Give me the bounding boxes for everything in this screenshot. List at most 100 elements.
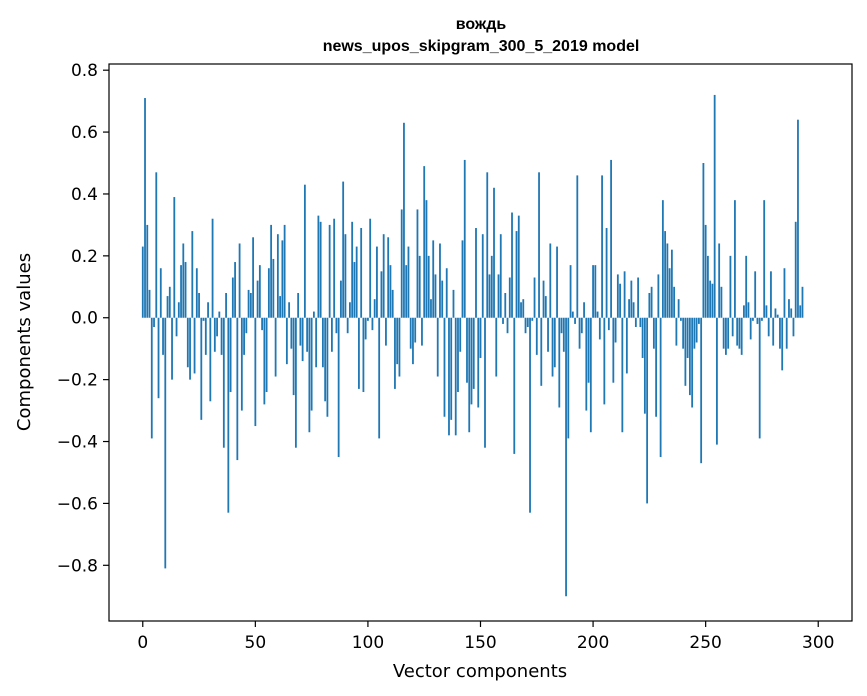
bar-122	[416, 209, 419, 318]
bar-234	[668, 268, 671, 318]
bar-198	[587, 317, 590, 383]
bars-group	[141, 94, 804, 597]
bar-86	[335, 317, 338, 334]
bar-132	[439, 243, 441, 318]
bar-281	[774, 308, 777, 318]
bar-223	[643, 317, 646, 414]
x-tick-label: 0	[137, 633, 148, 653]
bar-96	[358, 317, 360, 389]
bar-72	[303, 184, 306, 318]
bar-291	[797, 119, 799, 318]
bar-37	[225, 292, 227, 318]
bar-199	[589, 317, 592, 433]
bar-82	[326, 317, 329, 417]
bar-230	[659, 317, 662, 457]
bar-80	[321, 317, 324, 368]
bar-42	[236, 317, 239, 461]
bar-284	[781, 317, 784, 371]
bar-274	[758, 317, 761, 439]
bar-244	[691, 317, 694, 408]
bar-168	[520, 302, 522, 318]
bar-268	[745, 255, 748, 318]
bar-217	[630, 280, 633, 318]
bar-161	[504, 292, 507, 318]
bar-285	[783, 268, 786, 318]
bar-260	[727, 317, 730, 349]
bar-127	[427, 255, 430, 318]
y-tick-label: −0.6	[57, 494, 98, 514]
bar-169	[522, 299, 525, 318]
bar-155	[490, 255, 493, 318]
x-tick-label: 250	[689, 633, 721, 653]
y-tick-label: −0.8	[57, 556, 98, 576]
bar-215	[625, 317, 628, 374]
bar-165	[513, 317, 516, 454]
y-tick-label: 0.4	[71, 185, 98, 205]
bar-290	[794, 221, 797, 318]
bar-180	[547, 317, 549, 352]
bar-251	[707, 255, 709, 318]
bar-279	[770, 271, 772, 318]
bar-58	[272, 258, 275, 318]
bar-92	[349, 302, 351, 318]
bar-85	[333, 218, 336, 318]
bar-45	[243, 317, 245, 355]
bar-166	[515, 231, 518, 318]
bar-201	[594, 265, 597, 318]
bar-135	[445, 268, 448, 318]
bar-48	[249, 292, 252, 318]
bar-248	[700, 317, 703, 464]
bar-189	[567, 317, 570, 439]
bar-209	[612, 317, 615, 383]
bar-233	[666, 243, 669, 318]
bar-4	[150, 317, 153, 439]
bar-280	[772, 317, 775, 346]
x-tick-label: 50	[245, 633, 267, 653]
bar-130	[434, 274, 437, 318]
bar-106	[380, 271, 383, 318]
bar-94	[353, 262, 356, 318]
bar-40	[231, 277, 234, 318]
bar-195	[580, 317, 583, 334]
bar-142	[461, 240, 464, 318]
bar-16	[177, 302, 180, 318]
bar-134	[443, 317, 446, 417]
bar-137	[450, 317, 453, 420]
bar-259	[725, 317, 727, 355]
bar-28	[204, 317, 207, 355]
bar-91	[346, 317, 349, 334]
bar-29	[207, 302, 209, 318]
bar-90	[344, 234, 347, 318]
bar-197	[585, 317, 588, 411]
bar-171	[526, 317, 529, 328]
bar-144	[466, 317, 468, 383]
bar-269	[747, 302, 750, 318]
bar-245	[693, 317, 696, 349]
bar-153	[486, 172, 489, 318]
y-tick-label: 0.2	[71, 247, 98, 267]
bar-214	[623, 271, 626, 318]
bar-193	[576, 175, 579, 318]
bar-239	[679, 317, 682, 321]
bar-81	[324, 317, 327, 402]
bar-105	[378, 317, 381, 439]
bar-219	[634, 317, 637, 328]
bar-204	[601, 175, 603, 318]
x-tick-label: 150	[464, 633, 496, 653]
bar-140	[457, 317, 459, 393]
bar-276	[763, 200, 766, 318]
bar-263	[734, 200, 736, 318]
bar-289	[792, 317, 795, 337]
bar-35	[220, 317, 223, 355]
bar-216	[628, 299, 630, 318]
bar-61	[279, 296, 282, 318]
bar-50	[254, 317, 257, 427]
bar-19	[184, 262, 187, 318]
bar-262	[731, 317, 734, 337]
bar-162	[506, 317, 509, 334]
bar-235	[670, 249, 673, 318]
bar-43	[238, 243, 241, 318]
bar-293	[801, 286, 804, 318]
y-tick-label: −0.2	[57, 371, 98, 391]
bar-231	[661, 200, 664, 318]
